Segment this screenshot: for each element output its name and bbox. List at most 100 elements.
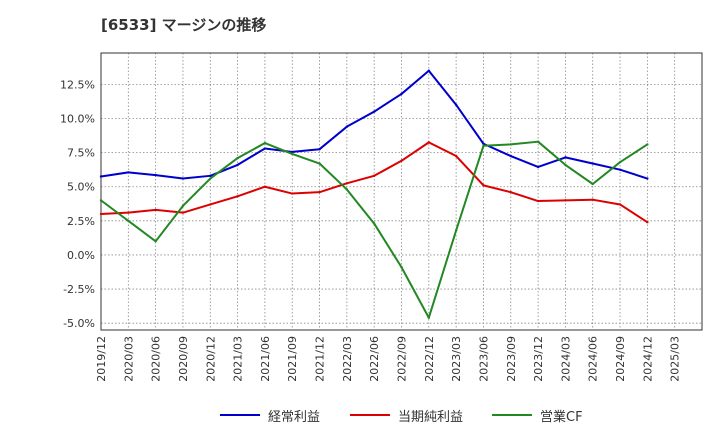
series-1-point [127, 211, 130, 214]
series-0-point [536, 165, 540, 169]
series-1-point [400, 159, 403, 162]
series-1-point [236, 195, 239, 198]
series-2-point [99, 199, 103, 202]
y-tick-label: 5.0% [67, 181, 95, 194]
y-tick-label: 10.0% [60, 112, 95, 125]
series-1-point [209, 203, 212, 206]
legend-swatch-eigyo-cf [492, 414, 532, 416]
series-1-point [591, 198, 594, 201]
series-1-point [263, 185, 267, 188]
legend-label-keijo: 経常利益 [268, 409, 321, 425]
series-1-point [99, 212, 103, 216]
y-tick-label: 7.5% [67, 147, 95, 160]
plot-frame [100, 52, 703, 331]
series-0-point [345, 125, 349, 128]
series-2-point [400, 266, 403, 269]
series-1-point [427, 141, 431, 144]
series-lines [99, 69, 649, 319]
x-tick-label: 2023/12 [532, 336, 545, 382]
y-tick-label: 2.5% [67, 215, 95, 228]
series-0-point [509, 154, 512, 158]
series-line-1 [100, 141, 648, 224]
series-0-point [564, 156, 567, 159]
series-1-point [154, 208, 157, 212]
series-0-point [209, 174, 212, 178]
y-tick-labels: -5.0% -2.5% 0.0% 2.5% 5.0% 7.5% 10.0% 12.5% [60, 78, 95, 330]
series-0-point [127, 171, 130, 174]
series-2-point [509, 143, 512, 146]
y-tick-label: -5.0% [63, 317, 95, 330]
x-tick-label: 2020/12 [204, 336, 217, 382]
legend-label-junri: 当期純利益 [398, 409, 464, 425]
series-0-point [318, 147, 321, 151]
series-2-point [263, 141, 267, 145]
series-1-point [618, 203, 622, 206]
series-0-point [618, 168, 622, 171]
y-tick-label: 12.5% [60, 78, 95, 91]
series-2-point [482, 144, 485, 147]
series-2-point [236, 156, 239, 160]
x-tick-label: 2022/06 [368, 336, 381, 382]
x-tick-label: 2024/06 [587, 336, 600, 382]
y-tick-label: -2.5% [63, 283, 95, 296]
series-1-point [564, 199, 567, 202]
series-0-point [99, 175, 103, 178]
series-1-point [536, 199, 540, 203]
x-tick-label: 2020/03 [122, 336, 135, 382]
series-0-point [591, 162, 594, 165]
grid-lines [101, 53, 702, 330]
series-1-point [345, 182, 349, 185]
series-1-point [318, 190, 321, 194]
series-1-point [181, 211, 185, 214]
chart-title: [6533] マージンの推移 [101, 16, 267, 34]
x-tick-label: 2022/03 [341, 336, 354, 382]
series-1-point [509, 190, 512, 194]
series-2-point [318, 162, 321, 165]
series-0-point [454, 103, 458, 107]
series-2-point [646, 143, 649, 146]
x-tick-label: 2021/12 [314, 336, 327, 382]
series-1-point [372, 174, 376, 178]
x-tick-label: 2025/03 [669, 336, 682, 382]
series-1-point [482, 184, 485, 187]
legend: 経常利益 当期純利益 営業CF [0, 403, 720, 427]
series-2-point [127, 219, 130, 223]
series-2-point [591, 182, 594, 186]
series-0-point [154, 173, 157, 177]
series-0-point [236, 163, 239, 167]
x-tick-label: 2024/03 [559, 336, 572, 382]
series-2-point [536, 140, 540, 143]
x-tick-label: 2023/03 [450, 336, 463, 382]
series-0-point [646, 177, 649, 180]
x-tick-label: 2022/09 [396, 336, 409, 382]
x-tick-label: 2022/12 [423, 336, 436, 382]
legend-swatch-keijo [220, 414, 260, 416]
series-2-point [564, 163, 567, 167]
series-2-point [154, 240, 157, 243]
legend-item-keijo: 経常利益 [220, 403, 320, 427]
series-0-point [181, 177, 185, 180]
series-2-point [427, 316, 431, 319]
series-2-point [181, 204, 185, 208]
series-2-point [372, 222, 376, 225]
x-tick-label: 2020/06 [150, 336, 163, 382]
series-0-point [427, 69, 431, 72]
series-1-point [646, 221, 649, 224]
x-tick-label: 2021/06 [259, 336, 272, 382]
series-2-point [454, 229, 458, 232]
x-tick-label: 2021/09 [286, 336, 299, 382]
series-2-point [291, 152, 294, 156]
series-2-point [345, 188, 349, 191]
legend-item-junri: 当期純利益 [350, 403, 463, 427]
series-0-point [372, 110, 376, 113]
legend-swatch-junri [350, 414, 390, 416]
x-tick-label: 2019/12 [95, 336, 108, 382]
series-0-point [263, 147, 267, 150]
series-2-point [618, 160, 622, 164]
x-tick-label: 2023/09 [505, 336, 518, 382]
x-tick-label: 2024/09 [614, 336, 627, 382]
series-1-point [291, 192, 294, 195]
series-0-point [291, 150, 294, 154]
legend-item-eigyo-cf: 営業CF [492, 403, 583, 427]
